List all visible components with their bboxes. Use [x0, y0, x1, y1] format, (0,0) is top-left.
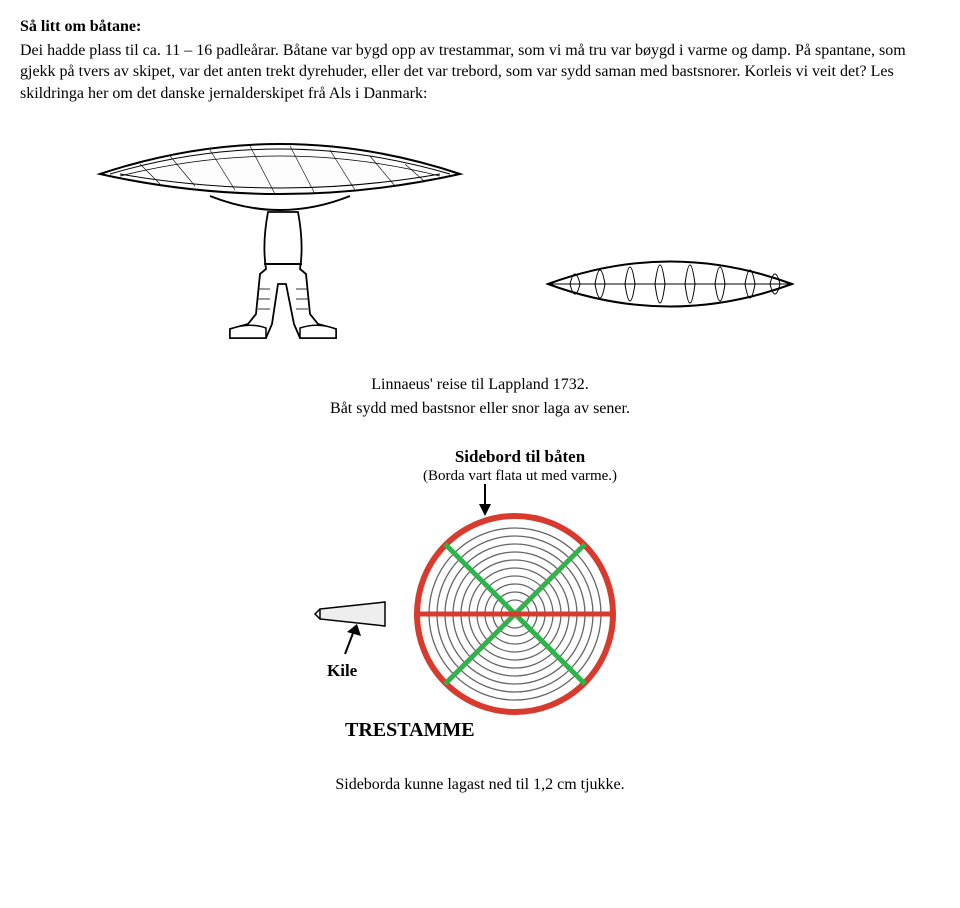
section-heading: Så litt om båtane:	[20, 18, 141, 35]
illustration-boat-plan	[540, 234, 800, 339]
bottom-caption: Sideborda kunne lagast ned til 1,2 cm tj…	[20, 774, 940, 796]
figure-caption-line1: Linnaeus' reise til Lappland 1732.	[20, 374, 940, 396]
svg-text:(Borda vart flata ut med varme: (Borda vart flata ut med varme.)	[423, 468, 617, 484]
body-paragraph: Dei hadde plass til ca. 11 – 16 padleåra…	[20, 40, 940, 105]
svg-text:Sidebord til båten: Sidebord til båten	[455, 447, 586, 466]
illustration-person-boat	[80, 124, 480, 349]
diagram-trestamme: Sidebord til båten (Borda vart flata ut …	[20, 444, 940, 754]
figure-linnaeus	[20, 124, 940, 354]
svg-text:Kile: Kile	[327, 661, 358, 680]
figure-caption-line2: Båt sydd med bastsnor eller snor laga av…	[20, 398, 940, 420]
svg-text:TRESTAMME: TRESTAMME	[345, 719, 475, 741]
